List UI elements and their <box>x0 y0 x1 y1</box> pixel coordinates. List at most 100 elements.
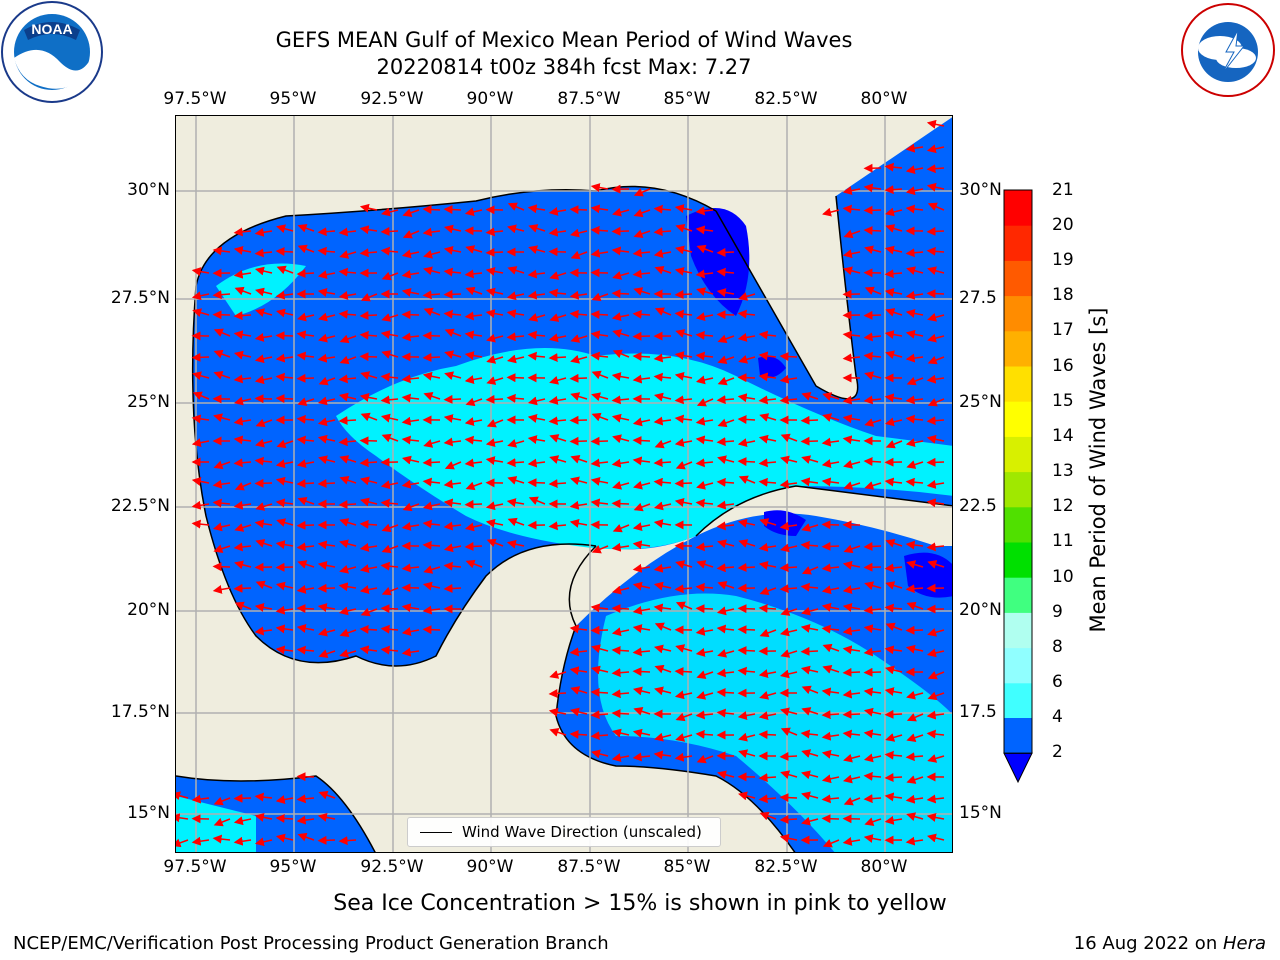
wave-arrow <box>695 375 714 385</box>
wave-arrow <box>716 395 735 405</box>
wave-arrow <box>779 793 798 803</box>
wave-arrow <box>926 813 945 822</box>
wave-arrow <box>318 649 336 659</box>
wave-arrow <box>234 523 252 532</box>
wave-arrow <box>485 438 504 448</box>
wave-arrow <box>863 707 882 717</box>
wave-arrow <box>401 287 420 297</box>
wave-arrow <box>443 561 462 571</box>
wave-arrow <box>402 230 420 239</box>
wave-arrow <box>317 417 336 427</box>
wave-arrow <box>632 647 651 657</box>
wave-arrow <box>927 266 945 276</box>
wave-arrow <box>380 395 399 405</box>
wave-arrow <box>464 269 483 279</box>
wave-arrow <box>633 188 651 197</box>
wave-arrow <box>570 354 588 364</box>
wave-arrow <box>380 372 399 382</box>
colorbar-border <box>1003 189 1033 754</box>
wave-arrow <box>842 560 861 570</box>
wave-arrow <box>632 331 651 341</box>
wave-arrow <box>654 265 672 275</box>
wave-arrow <box>822 413 840 422</box>
colorbar-segment <box>1004 401 1032 437</box>
wave-arrow <box>443 245 462 255</box>
wave-arrow <box>506 354 525 364</box>
wave-arrow <box>926 119 945 129</box>
wave-arrow <box>212 246 231 256</box>
wave-arrow <box>716 267 735 277</box>
wave-arrow <box>674 266 693 276</box>
wave-arrow <box>843 229 861 239</box>
wave-arrow <box>612 349 630 359</box>
wave-arrow <box>737 646 756 656</box>
wave-arrow <box>359 645 378 655</box>
wave-arrow <box>674 690 693 700</box>
wave-arrow <box>716 500 735 510</box>
wave-arrow <box>926 164 945 174</box>
wave-arrow <box>653 458 672 468</box>
lon-tick-bottom: 97.5°W <box>163 857 227 877</box>
wave-arrow <box>254 837 273 847</box>
lon-tick-top: 80°W <box>860 89 908 109</box>
wave-arrow <box>801 606 819 616</box>
wave-arrow <box>863 332 882 342</box>
wave-arrow <box>758 372 777 382</box>
wave-arrow <box>381 207 399 217</box>
wave-arrow <box>906 812 924 821</box>
wave-arrow <box>864 286 882 296</box>
wave-arrow <box>717 376 735 386</box>
wave-arrow <box>632 667 651 677</box>
wave-arrow <box>885 224 903 233</box>
wave-arrow <box>779 563 798 573</box>
wave-arrow <box>675 329 693 338</box>
wave-arrow <box>318 455 336 465</box>
lon-tick-bottom: 85°W <box>663 857 711 877</box>
wave-arrow <box>570 334 588 343</box>
wave-arrow <box>863 753 882 763</box>
wave-arrow <box>549 375 567 385</box>
wave-arrow <box>927 312 945 322</box>
wave-arrow <box>275 290 294 300</box>
wave-arrow <box>758 458 777 468</box>
wave-arrow <box>318 627 336 637</box>
wave-arrow <box>176 813 189 823</box>
wave-arrow <box>233 416 252 426</box>
wave-arrow <box>674 351 693 361</box>
wave-arrow <box>507 202 525 211</box>
wave-arrow <box>758 730 777 740</box>
wave-arrow <box>233 269 252 279</box>
chart-subtitle: 20220814 t00z 384h fcst Max: 7.27 <box>376 55 752 79</box>
wave-arrow <box>422 290 441 300</box>
wave-arrow <box>191 291 210 301</box>
wave-arrow <box>926 710 945 720</box>
wave-arrow <box>780 727 798 736</box>
wave-arrow <box>317 479 336 488</box>
wave-arrow <box>548 333 567 343</box>
wave-arrow <box>905 540 924 550</box>
wave-arrow <box>926 542 945 552</box>
wave-arrow <box>716 668 735 678</box>
wave-arrow <box>296 312 315 322</box>
wave-arrow <box>842 435 861 445</box>
wave-arrow <box>611 458 630 468</box>
wave-arrow <box>864 817 882 826</box>
darkblue-patch <box>686 208 750 316</box>
wave-arrow <box>926 457 945 467</box>
wave-arrow <box>632 352 651 362</box>
wave-arrow <box>359 624 378 634</box>
wave-arrow <box>842 667 861 677</box>
wave-arrow <box>780 707 798 717</box>
wave-arrow <box>296 435 315 445</box>
wave-arrow <box>801 523 819 532</box>
wave-arrow <box>591 545 609 554</box>
machine-name: Hera <box>1222 933 1266 954</box>
lon-tick-top: 92.5°W <box>360 89 424 109</box>
wave-arrow <box>821 774 840 784</box>
wave-arrow <box>548 288 567 298</box>
wave-arrow <box>800 415 819 425</box>
map-panel <box>175 115 953 853</box>
wave-arrow <box>905 644 924 654</box>
wave-arrow <box>570 707 588 717</box>
wave-arrow <box>905 584 924 594</box>
